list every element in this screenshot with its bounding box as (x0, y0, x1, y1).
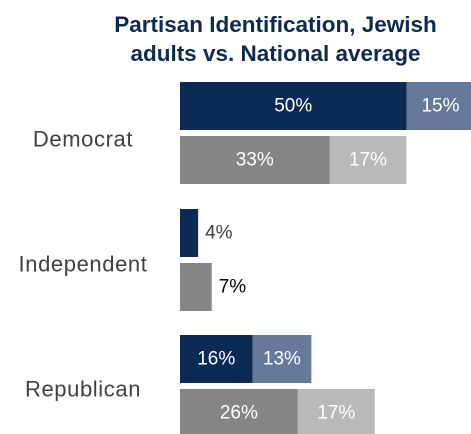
category-label-independent: Independent (19, 252, 148, 277)
data-label-democrat-row1-seg2: 15% (421, 96, 459, 117)
data-label-democrat-row1-seg1: 50% (274, 96, 312, 117)
chart-title-line-2: adults vs. National average (130, 41, 421, 66)
bar-independent-row2-seg1 (180, 263, 212, 311)
bar-republican-row2-seg1 (180, 389, 298, 434)
data-label-democrat-row2-seg1: 33% (236, 150, 274, 171)
data-label-republican-row1-seg2: 13% (263, 349, 301, 370)
bar-democrat-row1-seg1 (180, 82, 407, 130)
data-label-independent-row2-seg1: 7% (219, 277, 247, 298)
bar-republican-row2-seg2 (297, 389, 375, 434)
bar-republican-row1-seg2 (252, 335, 312, 383)
chart-title-line-1: Partisan Identification, Jewish (114, 12, 437, 37)
data-label-independent-row1-seg1: 4% (205, 223, 233, 244)
bar-democrat-row2-seg1 (180, 136, 330, 184)
data-label-republican-row2-seg1: 26% (220, 403, 258, 424)
data-label-republican-row2-seg2: 17% (317, 403, 355, 424)
bar-republican-row1-seg1 (180, 335, 253, 383)
bar-democrat-row1-seg2 (406, 82, 471, 130)
bar-democrat-row2-seg2 (329, 136, 407, 184)
data-label-republican-row1-seg1: 16% (197, 349, 235, 370)
bar-independent-row1-seg1 (180, 209, 199, 257)
data-label-democrat-row2-seg2: 17% (349, 150, 387, 171)
category-label-republican: Republican (25, 377, 141, 402)
chart-title: Partisan Identification, Jewish adults v… (80, 10, 471, 68)
category-label-democrat: Democrat (33, 127, 133, 152)
